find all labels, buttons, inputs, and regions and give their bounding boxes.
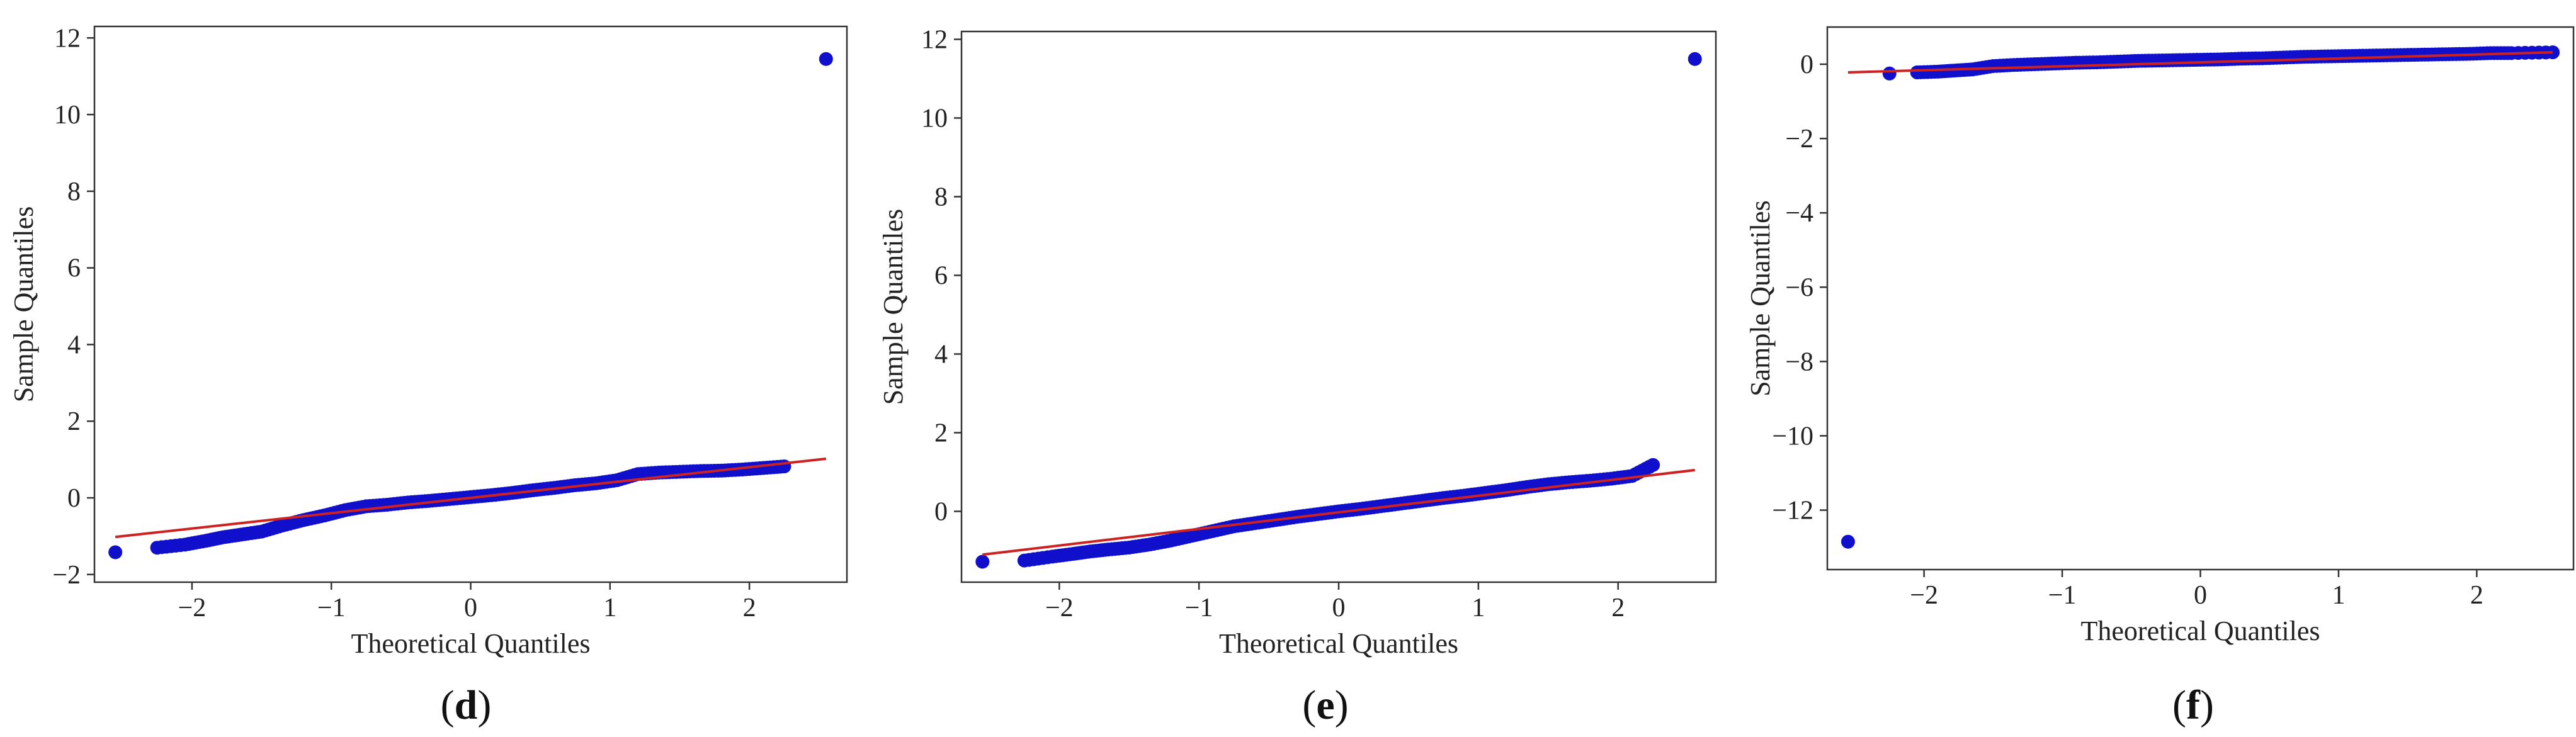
y-axis-title: Sample Quantiles	[1745, 200, 1776, 397]
x-tick-label: 2	[2470, 581, 2483, 610]
panel-label-close: )	[477, 682, 491, 728]
y-tick-label: 10	[921, 104, 948, 133]
panel-label-open: (	[441, 682, 455, 728]
y-tick-label: 0	[934, 498, 948, 527]
y-tick-label: 4	[934, 340, 948, 369]
y-tick-label: 6	[934, 262, 948, 291]
x-tick-label: 2	[1611, 594, 1625, 622]
y-tick-label: 8	[67, 177, 81, 206]
y-tick-label: 6	[67, 254, 81, 283]
panel-label: (f)	[2172, 682, 2214, 728]
y-tick-label: −4	[1785, 199, 1813, 228]
x-tick-label: −2	[1910, 581, 1938, 610]
y-tick-label: −8	[1785, 347, 1813, 376]
reference-line	[115, 457, 827, 539]
data-point	[1688, 52, 1702, 66]
y-tick-label: 2	[934, 419, 948, 448]
panel-label-letter: d	[455, 682, 478, 728]
panel-label-close: )	[1335, 682, 1349, 728]
x-tick-label: −1	[317, 594, 346, 622]
y-tick-label: −2	[1785, 125, 1813, 154]
x-tick-label: −2	[1045, 594, 1074, 622]
x-tick-label: −1	[2048, 581, 2077, 610]
y-axis-title: Sample Quantiles	[878, 209, 909, 405]
y-tick-label: 0	[67, 484, 81, 513]
y-tick-label: 0	[1800, 50, 1813, 79]
panel-label-letter: e	[1316, 682, 1334, 728]
reference-line	[1847, 51, 2553, 74]
panel-label-close: )	[2200, 682, 2214, 728]
y-tick-label: 12	[921, 26, 948, 55]
panel-label: (e)	[1302, 682, 1348, 728]
y-tick-label: 8	[934, 183, 948, 212]
data-point	[773, 459, 788, 474]
x-tick-label: −2	[178, 594, 207, 622]
x-tick-label: 2	[743, 594, 756, 622]
y-tick-label: 10	[54, 101, 81, 130]
x-axis-title: Theoretical Quantiles	[1219, 628, 1458, 659]
panel-label-open: (	[1302, 682, 1316, 728]
data-point	[108, 545, 123, 560]
x-axis-title: Theoretical Quantiles	[351, 628, 591, 659]
reference-line	[982, 468, 1695, 556]
x-tick-label: −1	[1185, 594, 1213, 622]
y-tick-label: −6	[1785, 273, 1813, 302]
data-point	[1882, 66, 1897, 81]
panel-label-open: (	[2172, 682, 2186, 728]
y-tick-label: 12	[54, 24, 81, 53]
x-tick-label: 0	[2194, 581, 2207, 610]
x-tick-label: 0	[464, 594, 477, 622]
x-tick-label: 1	[603, 594, 616, 622]
x-axis-title: Theoretical Quantiles	[2081, 616, 2320, 646]
data-point	[975, 554, 990, 569]
panel-label: (d)	[441, 682, 492, 728]
y-tick-label: −12	[1772, 497, 1813, 526]
y-tick-label: −10	[1772, 422, 1813, 451]
x-tick-label: 0	[1332, 594, 1346, 622]
x-tick-label: 1	[1472, 594, 1485, 622]
panel-label-letter: f	[2186, 682, 2201, 728]
data-point	[1642, 459, 1657, 474]
plot-frame	[1826, 26, 2575, 571]
y-tick-label: −2	[52, 561, 81, 590]
data-point	[819, 52, 833, 66]
y-tick-label: 4	[67, 330, 81, 359]
plot-frame	[960, 30, 1717, 583]
y-tick-label: 2	[67, 407, 81, 436]
data-point	[1841, 534, 1855, 549]
y-axis-title: Sample Quantiles	[8, 206, 39, 403]
x-tick-label: 1	[2332, 581, 2345, 610]
